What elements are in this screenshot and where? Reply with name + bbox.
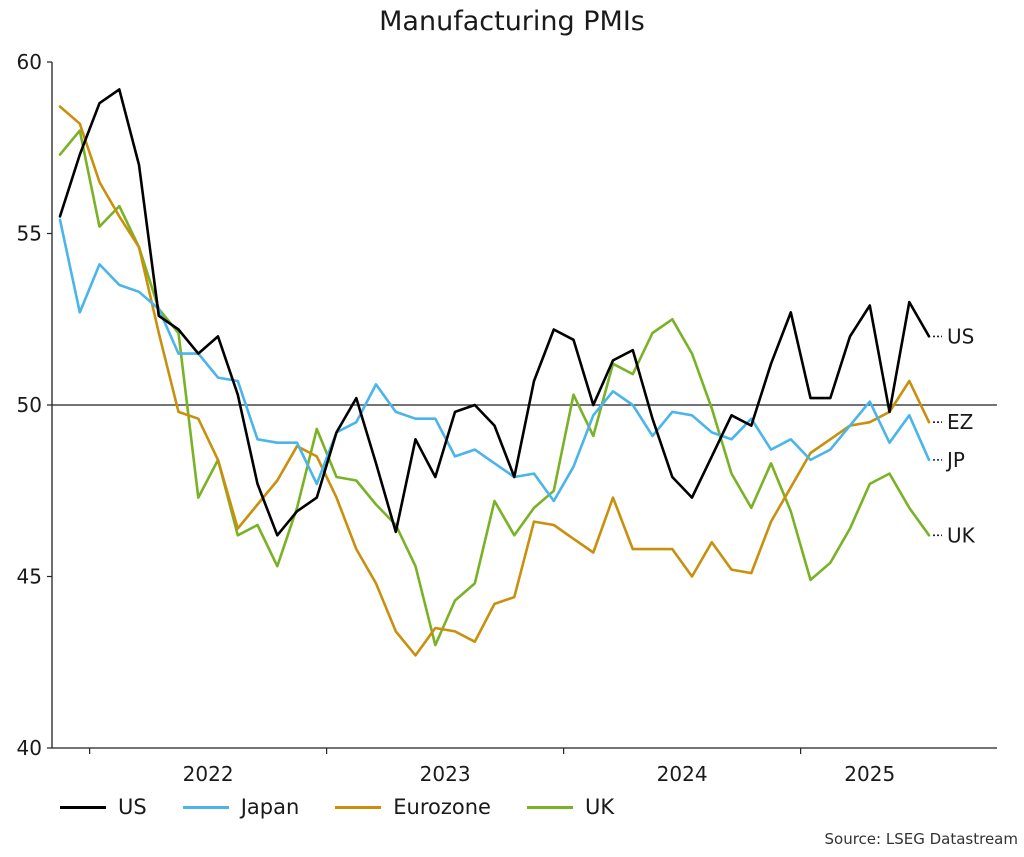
legend-swatch	[182, 805, 229, 809]
x-tick-label: 2022	[183, 762, 234, 786]
y-tick-label: 60	[17, 50, 42, 74]
legend-label: Japan	[240, 795, 300, 819]
end-label-us: US	[947, 324, 974, 348]
chart-title: Manufacturing PMIs	[379, 6, 645, 37]
series-line-eurozone	[58, 105, 931, 657]
end-label-ez: EZ	[947, 410, 973, 434]
series-line-uk	[58, 129, 931, 647]
legend-label: UK	[584, 795, 615, 819]
legend: US Japan Eurozone UK	[60, 795, 650, 819]
y-tick-label: 45	[17, 565, 42, 589]
end-label-uk: UK	[947, 523, 976, 547]
legend-item-uk: UK	[526, 795, 615, 819]
legend-swatch	[526, 805, 573, 809]
legend-item-us: US	[60, 795, 147, 819]
x-tick-label: 2023	[420, 762, 471, 786]
y-tick-label: 50	[17, 393, 42, 417]
legend-label: Eurozone	[393, 795, 491, 819]
legend-label: US	[118, 795, 147, 819]
legend-item-japan: Japan	[182, 795, 300, 819]
series-line-us	[58, 88, 931, 537]
x-tick-label: 2025	[844, 762, 895, 786]
x-tick-label: 2024	[657, 762, 708, 786]
source-note: Source: LSEG Datastream	[824, 830, 1018, 848]
end-label-jp: JP	[945, 448, 965, 472]
y-tick-label: 40	[17, 736, 42, 760]
y-tick-label: 55	[17, 222, 42, 246]
legend-swatch	[335, 805, 382, 809]
series-line-japan	[58, 218, 931, 503]
series-lines	[58, 88, 931, 657]
end-labels: US JP EZ UK	[933, 324, 976, 547]
axes: 40 45 50 55 60 2022 2023 2024 2025	[17, 50, 997, 786]
legend-item-eurozone: Eurozone	[335, 795, 491, 819]
legend-swatch	[60, 805, 106, 809]
